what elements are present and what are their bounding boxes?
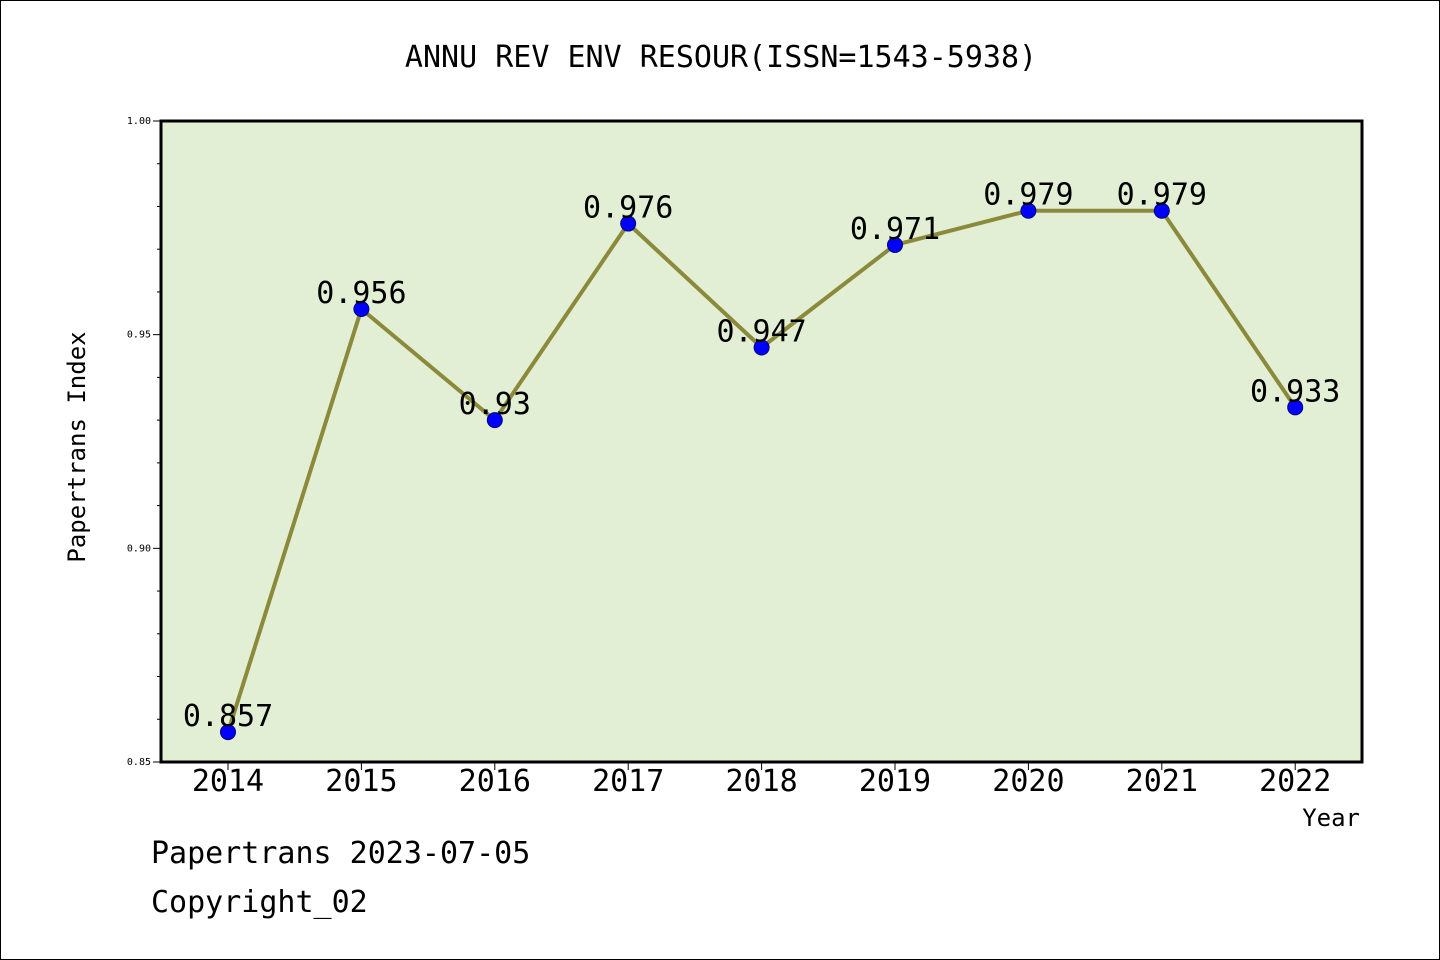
x-tick-label: 2020	[992, 764, 1064, 799]
y-tick-label: 0.95	[127, 330, 151, 341]
x-tick-label: 2014	[192, 764, 264, 799]
x-tick-label: 2022	[1259, 764, 1331, 799]
data-labels: 0.857 0.956 0.93 0.976 0.947 0.971 0.979 0.979 0…	[183, 178, 1341, 734]
data-value-label: 0.971	[850, 212, 940, 247]
data-point-marker	[620, 215, 637, 232]
y-tick-label: 0.85	[127, 757, 151, 768]
y-tick-label: 1.00	[127, 116, 151, 127]
x-axis-ticks: 2014 2015 2016 2017 2018 2019 2020 2021 2022	[192, 762, 1331, 799]
x-tick-label: 2015	[325, 764, 397, 799]
plot-frame	[159, 119, 1364, 764]
data-point-marker	[887, 236, 903, 253]
y-tick-label: 0.90	[127, 543, 151, 554]
x-tick-label: 2016	[459, 764, 531, 799]
data-value-label: 0.956	[316, 276, 406, 311]
x-tick-label: 2021	[1126, 764, 1198, 799]
data-value-label: 0.979	[1117, 178, 1207, 213]
data-value-label: 0.93	[459, 387, 531, 422]
plot-area	[161, 121, 1362, 762]
x-tick-label: 2017	[592, 764, 664, 799]
data-value-label: 0.947	[716, 314, 806, 349]
data-point-marker	[753, 339, 770, 356]
y-axis-ticks: 0.85 0.90 0.95 1.00	[127, 116, 161, 768]
x-axis-label: Year	[1302, 804, 1360, 832]
data-markers	[220, 202, 1304, 741]
data-point-marker	[1020, 202, 1037, 219]
y-axis-label: Papertrans Index	[63, 331, 91, 562]
data-point-marker	[1287, 399, 1304, 416]
chart-title: ANNU REV ENV RESOUR(ISSN=1543-5938)	[405, 40, 1037, 75]
data-point-marker	[486, 412, 503, 429]
data-point-marker	[353, 301, 370, 318]
x-tick-label: 2019	[859, 764, 931, 799]
data-value-label: 0.976	[583, 191, 673, 226]
data-value-label: 0.857	[183, 699, 273, 734]
data-value-label: 0.979	[983, 178, 1073, 213]
footer-date-text: Papertrans 2023-07-05	[151, 836, 531, 871]
data-value-label: 0.933	[1250, 374, 1340, 409]
footer-copyright-text: Copyright_02	[151, 885, 368, 920]
data-point-marker	[220, 724, 236, 741]
data-point-marker	[1153, 202, 1170, 219]
x-tick-label: 2018	[725, 764, 797, 799]
